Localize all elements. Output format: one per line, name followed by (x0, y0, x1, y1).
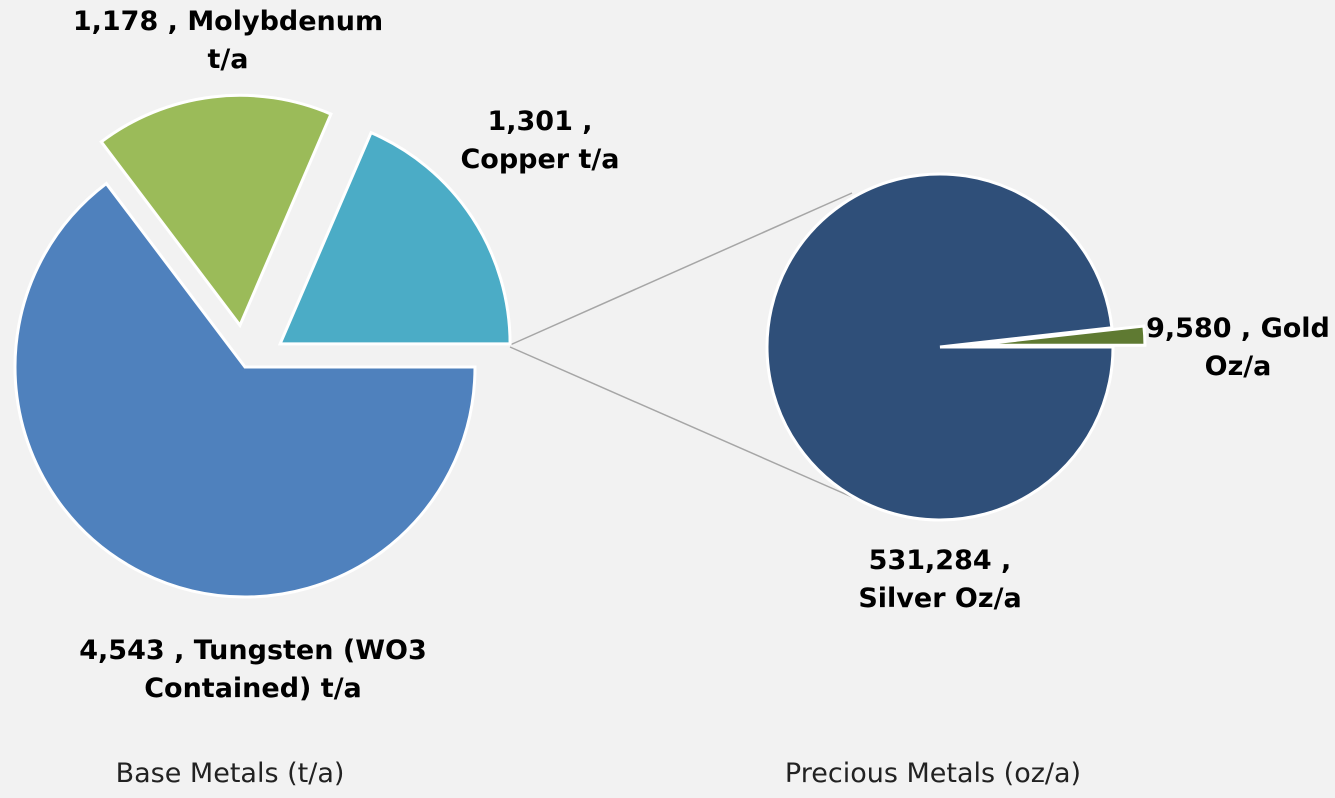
chart-title: Base Metals (t/a) (115, 758, 345, 789)
data-label-value: 4,543 , (79, 635, 185, 666)
pie-slice (99, 93, 333, 329)
data-label: 9,580 , Gold Oz/a (1138, 310, 1335, 386)
data-label-category: Silver Oz/a (858, 583, 1022, 614)
pie-slice (971, 324, 1147, 347)
chart-title: Precious Metals (oz/a) (784, 758, 1082, 789)
connector-line (509, 192, 853, 346)
data-label: 531,284 , Silver Oz/a (825, 542, 1055, 618)
data-label-value: 1,301 , (487, 106, 593, 137)
data-label-category: Gold Oz/a (1204, 313, 1330, 382)
connector-line (509, 346, 853, 498)
data-label-category: Copper t/a (460, 144, 620, 175)
data-label-value: 1,178 , (72, 6, 178, 37)
pie-slice (765, 172, 1115, 522)
pie-slice (277, 130, 512, 346)
data-label: 1,301 , Copper t/a (430, 103, 650, 179)
data-label-value: 531,284 , (868, 545, 1012, 576)
data-label-category: Molybdenum t/a (187, 6, 384, 75)
data-label: 4,543 , Tungsten (WO3 Contained) t/a (63, 632, 443, 708)
data-label-category: Tungsten (WO3 Contained) t/a (144, 635, 427, 704)
data-label-value: 9,580 , (1146, 313, 1252, 344)
data-label: 1,178 , Molybdenum t/a (68, 3, 388, 79)
pie-slice (13, 181, 477, 599)
